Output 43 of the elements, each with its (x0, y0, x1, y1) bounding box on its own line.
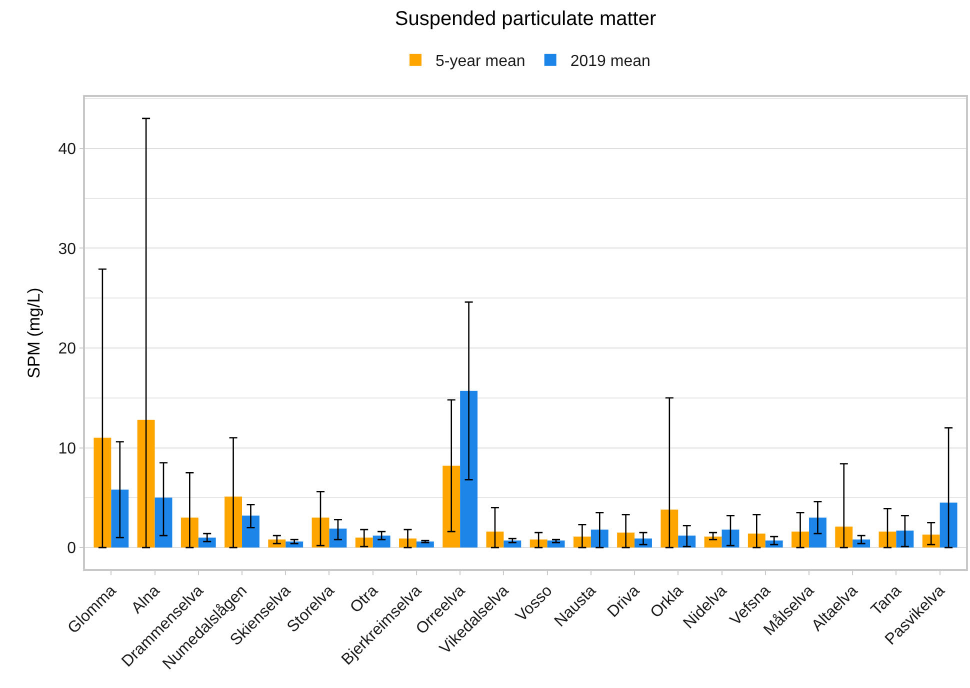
bar (242, 516, 260, 548)
bar (792, 532, 809, 548)
bar (486, 532, 504, 548)
bar (590, 530, 608, 548)
bar (312, 518, 330, 548)
bar (808, 518, 826, 548)
bar (940, 502, 958, 548)
bar (547, 540, 565, 548)
y-tick-label: 40 (58, 140, 76, 158)
y-tick-label: 10 (58, 440, 76, 458)
bar (704, 536, 722, 548)
y-tick-label: 0 (67, 540, 76, 558)
bar (94, 438, 112, 548)
bar (896, 530, 914, 548)
bar (835, 526, 853, 548)
bar (460, 390, 478, 548)
bar (180, 518, 198, 548)
bar (268, 540, 286, 548)
bar (154, 498, 172, 548)
bar (660, 510, 678, 548)
y-tick-label: 30 (58, 240, 76, 258)
legend-label: 5-year mean (436, 53, 526, 70)
bar (504, 540, 522, 548)
bar (286, 542, 304, 548)
bar (137, 420, 155, 548)
bar (617, 532, 635, 548)
bar (922, 534, 940, 548)
bar (722, 530, 740, 548)
chart-title: Suspended particulate matter (394, 8, 656, 30)
bar (442, 466, 460, 548)
bar (198, 538, 216, 548)
bar (530, 540, 548, 548)
bar (111, 490, 129, 548)
bar (416, 542, 434, 548)
bar (224, 496, 242, 548)
y-tick-label: 20 (58, 340, 76, 358)
y-axis-title: SPM (mg/L) (24, 288, 44, 378)
legend-label: 2019 mean (570, 53, 650, 70)
bar (329, 528, 347, 548)
bar (852, 540, 870, 548)
bar (878, 532, 896, 548)
bar (748, 534, 766, 548)
bar (372, 536, 390, 548)
